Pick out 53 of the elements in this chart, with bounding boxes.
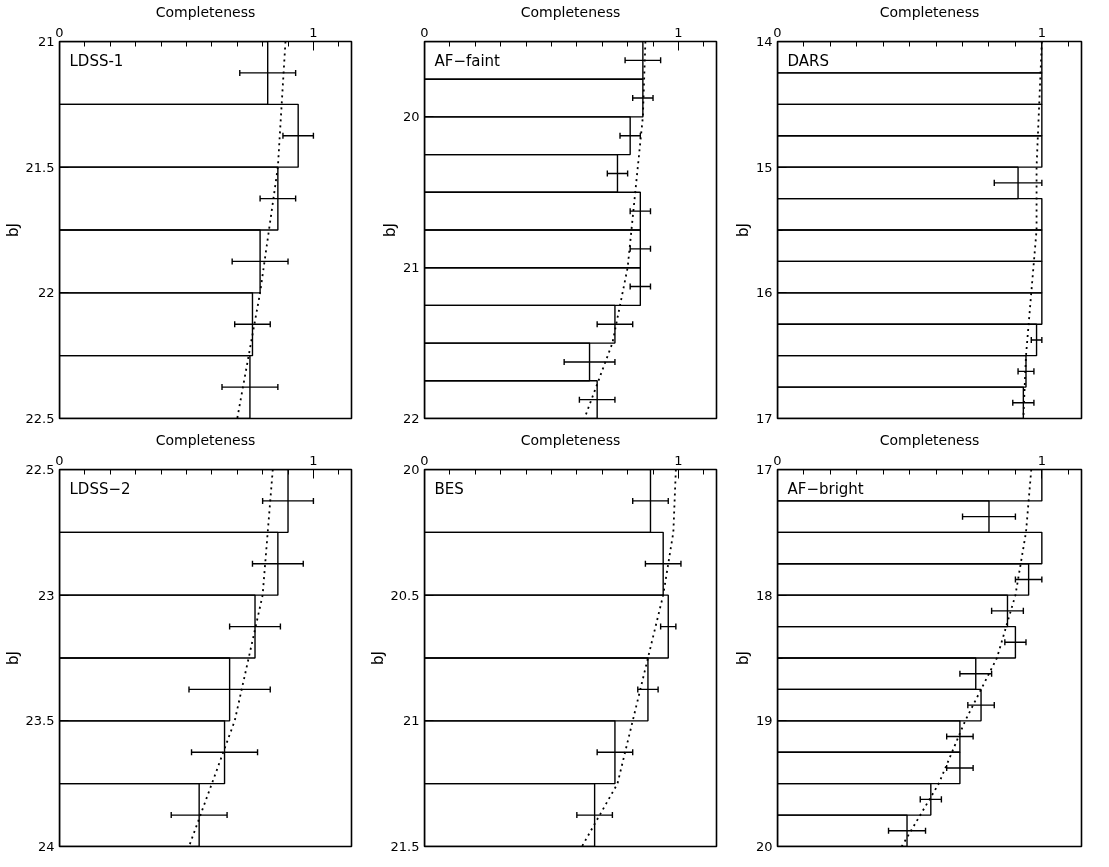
y-tick-label: 21 [402, 260, 420, 276]
y-tick-label: 22.5 [25, 411, 55, 426]
y-tick-label: 22 [402, 411, 420, 426]
text: DARS [787, 51, 829, 70]
y-tick-label: 21 [37, 34, 55, 49]
y-tick-label: 23.5 [25, 713, 55, 729]
y-tick-label: 17 [755, 411, 773, 426]
x-tick-label: 0 [773, 24, 782, 40]
y-tick-label: 21.5 [390, 839, 420, 854]
text: LDSS-1 [69, 51, 124, 70]
x-tick-label: 1 [309, 24, 318, 40]
x-tick-label: 0 [420, 24, 429, 40]
y-tick-label: 24 [37, 839, 55, 854]
y-tick-label: 22 [37, 285, 55, 301]
y-axis-title: bJ [3, 651, 22, 665]
text: AF−bright [787, 479, 864, 498]
x-tick-label: 1 [674, 452, 683, 468]
y-tick-label: 14 [755, 34, 773, 49]
y-axis-title: bJ [368, 651, 387, 665]
text: AF−faint [434, 51, 501, 70]
y-tick-label: 19 [755, 713, 773, 729]
x-tick-label: 0 [55, 24, 64, 40]
y-axis-title: bJ [3, 223, 22, 237]
y-axis-title: bJ [733, 223, 752, 237]
y-tick-label: 16 [755, 285, 773, 301]
y-tick-label: 21 [402, 713, 420, 729]
text: BES [434, 479, 464, 498]
y-tick-label: 23 [37, 587, 55, 603]
x-tick-label: 0 [420, 452, 429, 468]
y-tick-label: 15 [755, 159, 773, 175]
x-axis-title: Completeness [520, 431, 621, 448]
x-tick-label: 1 [309, 452, 318, 468]
text: LDSS−2 [69, 479, 131, 498]
x-axis-title: Completeness [155, 431, 256, 448]
x-tick-label: 1 [1037, 24, 1046, 40]
y-tick-label: 18 [755, 587, 773, 603]
y-tick-label: 20 [402, 462, 420, 477]
x-axis-title: Completeness [879, 3, 980, 20]
x-axis-title: Completeness [520, 3, 621, 20]
y-tick-label: 21.5 [25, 159, 55, 175]
y-tick-label: 20 [755, 839, 773, 854]
y-tick-label: 20.5 [390, 587, 420, 603]
x-tick-label: 1 [674, 24, 683, 40]
x-tick-label: 0 [773, 452, 782, 468]
x-axis-title: Completeness [155, 3, 256, 20]
x-axis-title: Completeness [879, 431, 980, 448]
y-axis-title: bJ [380, 223, 399, 237]
x-tick-label: 0 [55, 452, 64, 468]
y-axis-title: bJ [733, 651, 752, 665]
y-tick-label: 22.5 [25, 462, 55, 477]
y-tick-label: 17 [755, 462, 773, 477]
y-tick-label: 20 [402, 109, 420, 125]
x-tick-label: 1 [1037, 452, 1046, 468]
